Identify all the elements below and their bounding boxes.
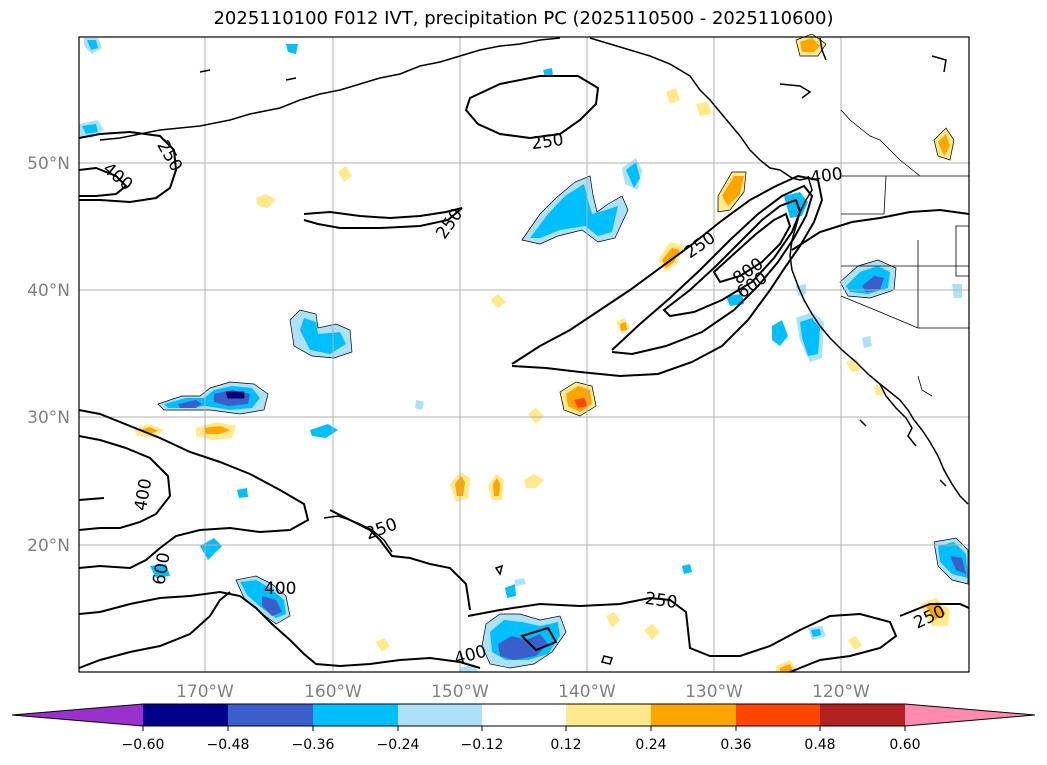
colorbar-tick-label: −0.12 xyxy=(461,737,504,753)
colorbar-segment-3 xyxy=(313,704,398,726)
coastlines xyxy=(99,37,969,665)
colorbar-segment-8 xyxy=(736,704,820,726)
colorbar-tick-label: −0.60 xyxy=(122,737,165,753)
lon-label-130w: 130°W xyxy=(685,682,743,702)
ivt-contours xyxy=(78,75,970,673)
contour-label: 400 xyxy=(264,579,296,599)
map-panel: 250 400 250 250 400 250 800 600 400 250 … xyxy=(78,33,970,673)
lon-axis-labels: 170°W 160°W 150°W 140°W 130°W 120°W xyxy=(176,682,870,702)
contour-label: 400 xyxy=(809,164,844,188)
colorbar-segment-7 xyxy=(651,704,736,726)
map-title: 2025110100 F012 IVT, precipitation PC (2… xyxy=(213,8,834,29)
colorbar-segment-10 xyxy=(905,704,1035,726)
colorbar-tick-label: −0.24 xyxy=(377,737,420,753)
lat-label-50n: 50°N xyxy=(27,154,70,174)
colorbar: −0.60 −0.48 −0.36 −0.24 −0.12 0.12 0.24 … xyxy=(11,703,1036,753)
lon-label-140w: 140°W xyxy=(558,682,616,702)
colorbar-tick-label: 0.24 xyxy=(635,737,666,753)
colorbar-tick-label: 0.12 xyxy=(550,737,581,753)
colorbar-segment-6 xyxy=(566,704,651,726)
colorbar-segment-1 xyxy=(143,704,228,726)
colorbar-tick-label: −0.36 xyxy=(292,737,335,753)
lon-label-120w: 120°W xyxy=(812,682,870,702)
colorbar-segment-5 xyxy=(482,704,566,726)
lat-label-30n: 30°N xyxy=(27,408,70,428)
colorbar-segment-2 xyxy=(228,704,313,726)
colorbar-tick-label: 0.36 xyxy=(720,737,751,753)
colorbar-segment-4 xyxy=(398,704,482,726)
gridlines xyxy=(79,37,969,672)
map-frame xyxy=(78,36,970,673)
lat-label-20n: 20°N xyxy=(27,536,70,556)
colorbar-tick-label: 0.60 xyxy=(889,737,920,753)
colorbar-segment-9 xyxy=(820,704,905,726)
lon-label-170w: 170°W xyxy=(176,682,234,702)
contour-label: 250 xyxy=(644,589,679,613)
lon-label-160w: 160°W xyxy=(304,682,362,702)
lat-label-40n: 40°N xyxy=(27,281,70,301)
colorbar-segment-0 xyxy=(12,704,143,726)
contour-label: 250 xyxy=(530,130,565,154)
colorbar-tick-label: −0.48 xyxy=(207,737,250,753)
colorbar-tick-label: 0.48 xyxy=(804,737,835,753)
lat-axis-labels: 20°N 30°N 40°N 50°N xyxy=(27,154,70,556)
political-borders xyxy=(840,109,970,397)
lon-label-150w: 150°W xyxy=(431,682,489,702)
